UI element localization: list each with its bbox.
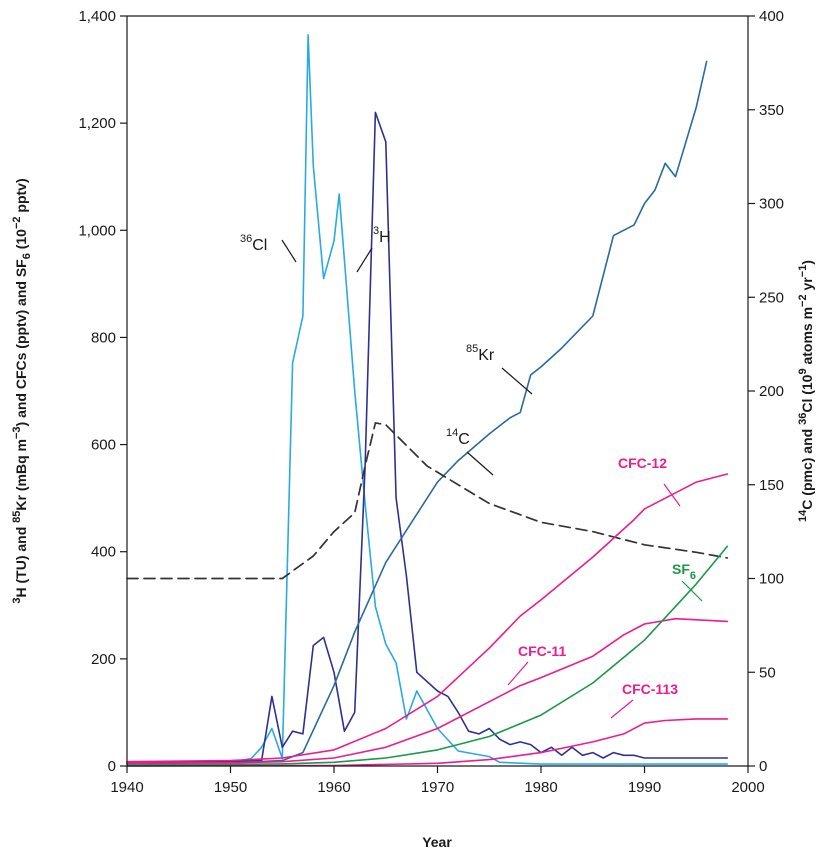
- series-line-cfc113: [126, 718, 729, 767]
- series-line-cfc12: [126, 473, 729, 763]
- series-line-sf6: [126, 545, 729, 766]
- right-tick-label: 150: [759, 477, 784, 494]
- series-line-cfc11: [126, 617, 729, 765]
- left-tick-label: 1,000: [78, 222, 116, 239]
- cfc11-leader-line: [507, 661, 529, 686]
- left-tick-label: 600: [91, 437, 116, 454]
- x-tick-label: 1970: [421, 779, 454, 796]
- right-tick-label: 0: [759, 758, 767, 775]
- series-labels: 36Cl 3H 85Kr 14C CFC-12 CFC-11 SF6 CFC-1…: [240, 225, 703, 719]
- c14-leader-line: [466, 451, 494, 476]
- plot-lines: [126, 34, 729, 767]
- h3-leader-line: [356, 247, 373, 273]
- series-label-h3: 3H: [373, 225, 391, 246]
- series-label-cl36: 36Cl: [240, 233, 267, 254]
- left-tick-label: 1,400: [78, 8, 116, 25]
- sf6-leader-line: [681, 580, 703, 602]
- x-tick-label: 1960: [317, 779, 350, 796]
- cfc113-leader-line: [610, 699, 634, 719]
- left-ticks: 0 200 400 600 800 1,000 1,200 1,400: [78, 8, 127, 775]
- series-label-c14: 14C: [446, 427, 470, 448]
- series-line-cl36: [126, 34, 729, 765]
- left-tick-label: 1,200: [78, 115, 116, 132]
- right-tick-label: 300: [759, 196, 784, 213]
- left-tick-label: 800: [91, 329, 116, 346]
- x-tick-label: 2000: [731, 779, 764, 796]
- x-ticks: 1940 1950 1960 1970 1980 1990 2000: [110, 766, 765, 796]
- right-tick-label: 350: [759, 102, 784, 119]
- series-label-cfc11: CFC-11: [518, 643, 566, 659]
- right-tick-label: 250: [759, 289, 784, 306]
- x-tick-label: 1990: [628, 779, 661, 796]
- series-line-h3: [126, 111, 729, 765]
- left-tick-label: 0: [108, 758, 116, 775]
- right-tick-label: 100: [759, 571, 784, 588]
- axes: [126, 15, 749, 767]
- series-label-cfc12: CFC-12: [618, 455, 667, 471]
- right-tick-label: 50: [759, 664, 776, 681]
- series-label-cfc113: CFC-113: [622, 681, 678, 697]
- right-tick-label: 400: [759, 8, 784, 25]
- series-line-c14: [126, 422, 729, 580]
- right-ticks: 0 50 100 150 200 250 300 350 400: [748, 8, 784, 775]
- cfc12-leader-line: [663, 483, 681, 507]
- right-axis-title: 14C (pmc) and 36Cl (109 atoms m−2 yr−1): [797, 260, 815, 522]
- x-tick-label: 1980: [524, 779, 557, 796]
- right-tick-label: 200: [759, 383, 784, 400]
- series-label-sf6: SF6: [672, 561, 696, 582]
- left-tick-label: 200: [91, 651, 116, 668]
- left-tick-label: 400: [91, 544, 116, 561]
- cl36-leader-line: [281, 239, 297, 263]
- kr85-leader-line: [501, 367, 533, 395]
- series-line-kr85: [126, 60, 708, 765]
- x-tick-label: 1950: [214, 779, 247, 796]
- series-label-kr85: 85Kr: [466, 343, 495, 364]
- x-axis-title: Year: [422, 834, 452, 850]
- left-axis-title: 3H (TU) and 85Kr (mBq m−3) and CFCs (ppt…: [11, 178, 33, 603]
- x-tick-label: 1940: [110, 779, 143, 796]
